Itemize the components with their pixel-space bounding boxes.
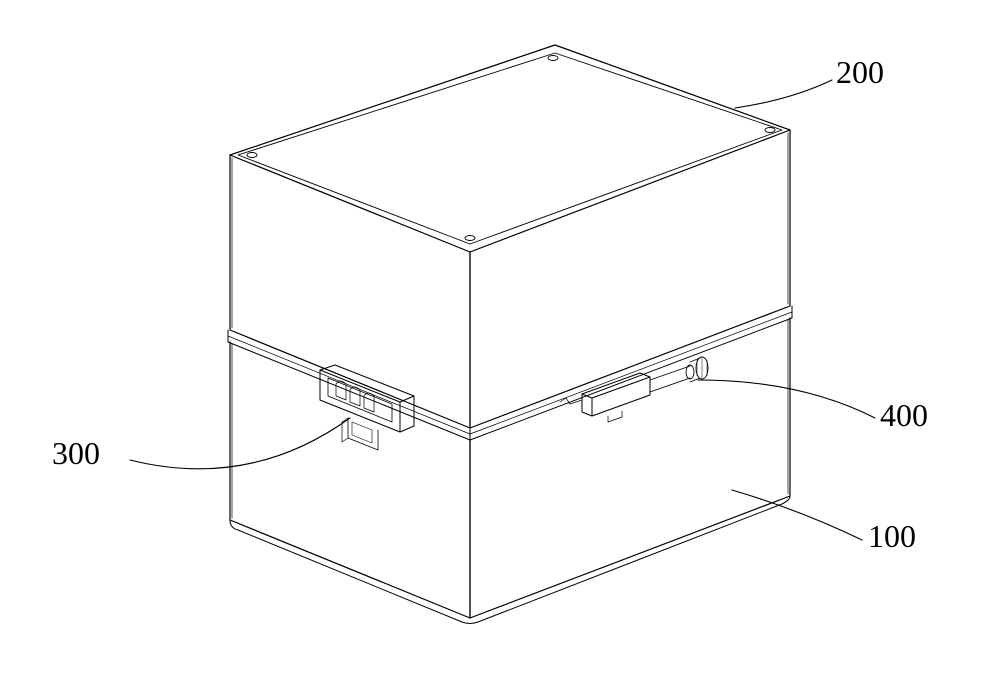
upper-right-face — [470, 130, 790, 428]
lower-left-face — [230, 342, 470, 618]
leader-100 — [732, 490, 862, 540]
leader-300 — [130, 418, 350, 469]
screw-hole — [465, 236, 475, 241]
leader-400 — [698, 380, 875, 418]
top-face — [230, 45, 790, 252]
connector-block-300 — [320, 365, 414, 450]
screw-hole — [765, 128, 775, 133]
isometric-drawing — [0, 0, 1000, 693]
screw-hole — [247, 153, 257, 158]
leader-200 — [735, 80, 832, 108]
label-100: 100 — [868, 518, 916, 555]
lower-right-face — [470, 318, 790, 618]
label-300: 300 — [52, 435, 100, 472]
label-400: 400 — [880, 397, 928, 434]
label-200: 200 — [836, 54, 884, 91]
valve-assembly-400 — [560, 357, 708, 422]
screw-hole — [548, 56, 558, 61]
top-face-inset — [238, 53, 782, 244]
